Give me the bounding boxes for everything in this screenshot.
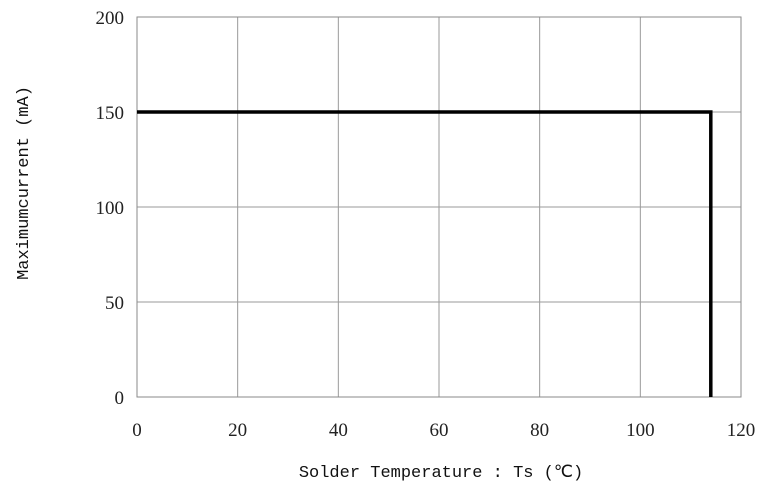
plot-frame: [136, 16, 742, 398]
x-axis-title: Solder Temperature : Ts (℃): [299, 464, 583, 483]
y-axis-title: Maximumcurrent (mA): [15, 86, 34, 280]
y-tick-label-4: 200: [96, 8, 125, 29]
y-tick-label-0: 0: [115, 388, 125, 409]
y-axis-tick-labels: 0 50 100 150 200: [96, 8, 125, 409]
x-tick-label-1: 20: [228, 420, 247, 441]
series-layer: [137, 110, 713, 397]
y-tick-label-1: 50: [105, 293, 124, 314]
y-tick-label-3: 150: [96, 103, 125, 124]
x-tick-label-6: 120: [727, 420, 756, 441]
series-line-0: [137, 110, 713, 397]
y-tick-label-2: 100: [96, 198, 125, 219]
x-tick-label-2: 40: [329, 420, 348, 441]
x-tick-label-0: 0: [132, 420, 142, 441]
x-tick-label-3: 60: [430, 420, 449, 441]
x-axis-tick-labels: 0 20 40 60 80 100 120: [132, 420, 755, 441]
grid-lines: [136, 16, 742, 398]
x-tick-label-4: 80: [530, 420, 549, 441]
x-tick-label-5: 100: [626, 420, 655, 441]
